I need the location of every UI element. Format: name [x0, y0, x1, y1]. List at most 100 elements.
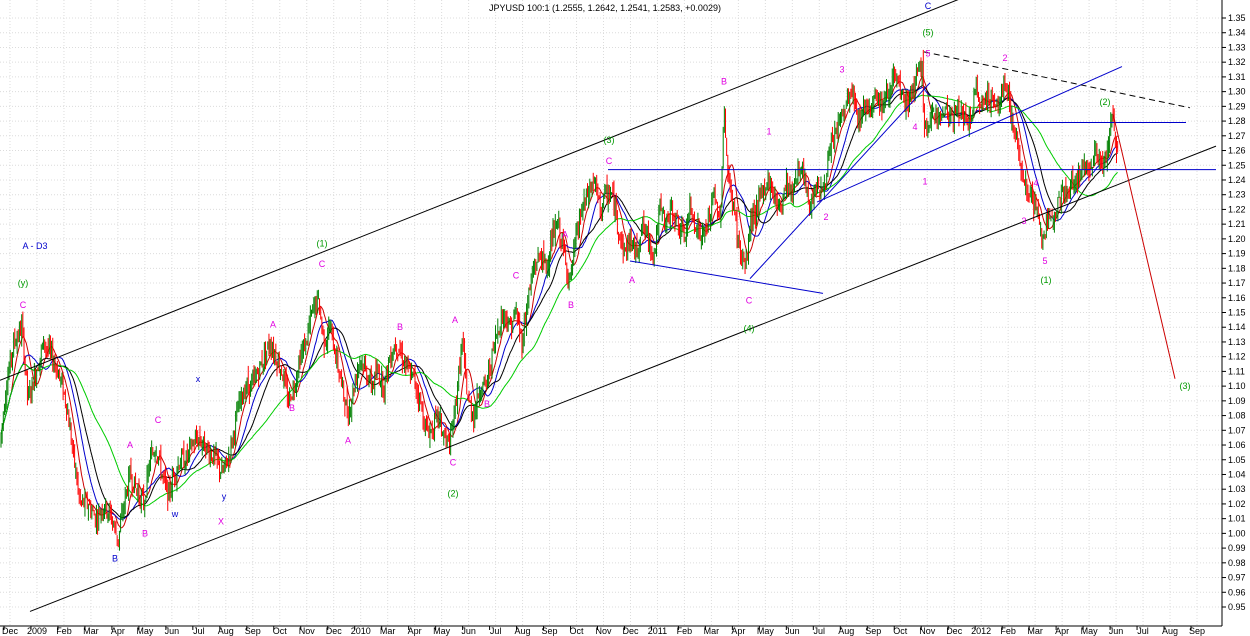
- y-tick-label: 1.35: [1228, 13, 1246, 23]
- wave-label: C: [155, 415, 162, 425]
- x-tick-label: Apr: [111, 626, 125, 636]
- x-tick-label: Feb: [677, 626, 693, 636]
- x-tick-label: 2009: [27, 626, 47, 636]
- y-tick-label: 1.04: [1228, 469, 1246, 479]
- wave-label: B: [397, 322, 403, 332]
- y-tick-label: 1.29: [1228, 101, 1246, 111]
- y-tick-label: 0.99: [1228, 543, 1246, 553]
- wave-label: (1): [317, 238, 328, 248]
- y-tick-label: 0.98: [1228, 558, 1246, 568]
- y-tick-label: 1.24: [1228, 175, 1246, 185]
- x-tick-label: Jul: [814, 626, 826, 636]
- x-tick-label: Sep: [245, 626, 261, 636]
- y-tick-label: 1.02: [1228, 499, 1246, 509]
- x-tick-label: Mar: [380, 626, 396, 636]
- x-tick-label: Jul: [1137, 626, 1149, 636]
- wave-label: A: [270, 319, 276, 329]
- y-tick-label: 1.23: [1228, 190, 1246, 200]
- x-tick-label: Jul: [490, 626, 502, 636]
- x-tick-label: Jun: [165, 626, 180, 636]
- wave-label: 5: [925, 48, 930, 58]
- y-tick-label: 1.14: [1228, 322, 1246, 332]
- y-tick-label: 0.97: [1228, 573, 1246, 583]
- x-tick-label: Dec: [946, 626, 963, 636]
- wave-label: A - D3: [22, 241, 47, 251]
- trend-line: [29, 145, 1217, 612]
- wave-label: C: [319, 259, 326, 269]
- x-tick-label: Mar: [1027, 626, 1043, 636]
- y-tick-label: 1.33: [1228, 42, 1246, 52]
- wave-label: (3): [604, 135, 615, 145]
- wave-label: y: [222, 492, 227, 502]
- x-tick-label: Aug: [515, 626, 531, 636]
- x-tick-label: Apr: [731, 626, 745, 636]
- wave-label: C: [606, 156, 613, 166]
- y-tick-label: 1.34: [1228, 28, 1246, 38]
- y-tick-label: 1.20: [1228, 234, 1246, 244]
- wave-label: (2): [1100, 97, 1111, 107]
- candles: [0, 49, 1119, 551]
- x-tick-label: May: [433, 626, 451, 636]
- wave-label: (2): [448, 489, 459, 499]
- x-tick-label: Nov: [299, 626, 316, 636]
- x-tick-label: Jul: [193, 626, 205, 636]
- wave-label: B: [721, 76, 727, 86]
- y-tick-label: 1.31: [1228, 72, 1246, 82]
- y-tick-label: 1.30: [1228, 87, 1246, 97]
- y-tick-label: 1.17: [1228, 278, 1246, 288]
- wave-label: 1: [922, 176, 927, 186]
- x-tick-label: Sep: [865, 626, 881, 636]
- ma-60: [0, 94, 1118, 507]
- y-tick-label: 1.22: [1228, 204, 1246, 214]
- resistance-dashed-line: [923, 51, 1191, 109]
- wave-label: B: [484, 399, 490, 409]
- wave-label: 4: [1033, 178, 1038, 188]
- x-tick-label: Aug: [218, 626, 234, 636]
- x-tick-label: May: [757, 626, 775, 636]
- wave-label: B: [568, 300, 574, 310]
- x-tick-label: Dec: [326, 626, 343, 636]
- y-tick-label: 1.27: [1228, 131, 1246, 141]
- x-tick-label: 2010: [351, 626, 371, 636]
- y-tick-label: 1.11: [1228, 366, 1245, 376]
- x-tick-label: Apr: [408, 626, 422, 636]
- wave-labels: C (y) A - D3 A Cx B Bw y X A B (1) C A B A C (2) B C A B (3) C A…: [18, 1, 1191, 563]
- y-tick-label: 1.21: [1228, 219, 1246, 229]
- wave-label: A: [562, 229, 568, 239]
- wave-label: B: [142, 528, 148, 538]
- y-tick-label: 1.25: [1228, 160, 1246, 170]
- chart-title: JPYUSD 100:1 (1.2555, 1.2642, 1.2541, 1.…: [489, 3, 721, 13]
- wave-label: A: [127, 440, 133, 450]
- wave-label: X: [218, 517, 224, 527]
- x-tick-label: Apr: [1055, 626, 1069, 636]
- y-tick-label: 1.09: [1228, 396, 1246, 406]
- x-tick-label: Aug: [1162, 626, 1178, 636]
- x-tick-label: Dec: [622, 626, 639, 636]
- y-tick-label: 1.03: [1228, 484, 1246, 494]
- wave-label: B: [112, 553, 118, 563]
- wave-label: 1: [766, 126, 771, 136]
- wave-label: (4): [744, 324, 755, 334]
- wave-label: x: [196, 374, 201, 384]
- wave-label: (y): [18, 278, 29, 288]
- y-tick-label: 1.08: [1228, 411, 1246, 421]
- wave-label: 2: [1002, 53, 1007, 63]
- y-tick-label: 1.07: [1228, 425, 1246, 435]
- x-tick-label: Dec: [2, 626, 19, 636]
- x-tick-label: 2012: [971, 626, 991, 636]
- wave-label: 3: [839, 65, 844, 75]
- x-tick-label: Aug: [838, 626, 854, 636]
- y-tick-label: 1.18: [1228, 263, 1246, 273]
- wave-label: A: [452, 315, 458, 325]
- trend-line: [629, 260, 824, 294]
- x-tick-label: May: [1081, 626, 1099, 636]
- wave-label: 4: [912, 122, 917, 132]
- y-tick-label: 1.13: [1228, 337, 1246, 347]
- grid: [0, 0, 1222, 626]
- trend-line: [1112, 113, 1176, 379]
- x-tick-label: Sep: [1189, 626, 1205, 636]
- wave-label: B: [289, 403, 295, 413]
- y-tick-label: 0.96: [1228, 587, 1246, 597]
- wave-label: 3: [1021, 216, 1026, 226]
- x-tick-label: Oct: [570, 626, 585, 636]
